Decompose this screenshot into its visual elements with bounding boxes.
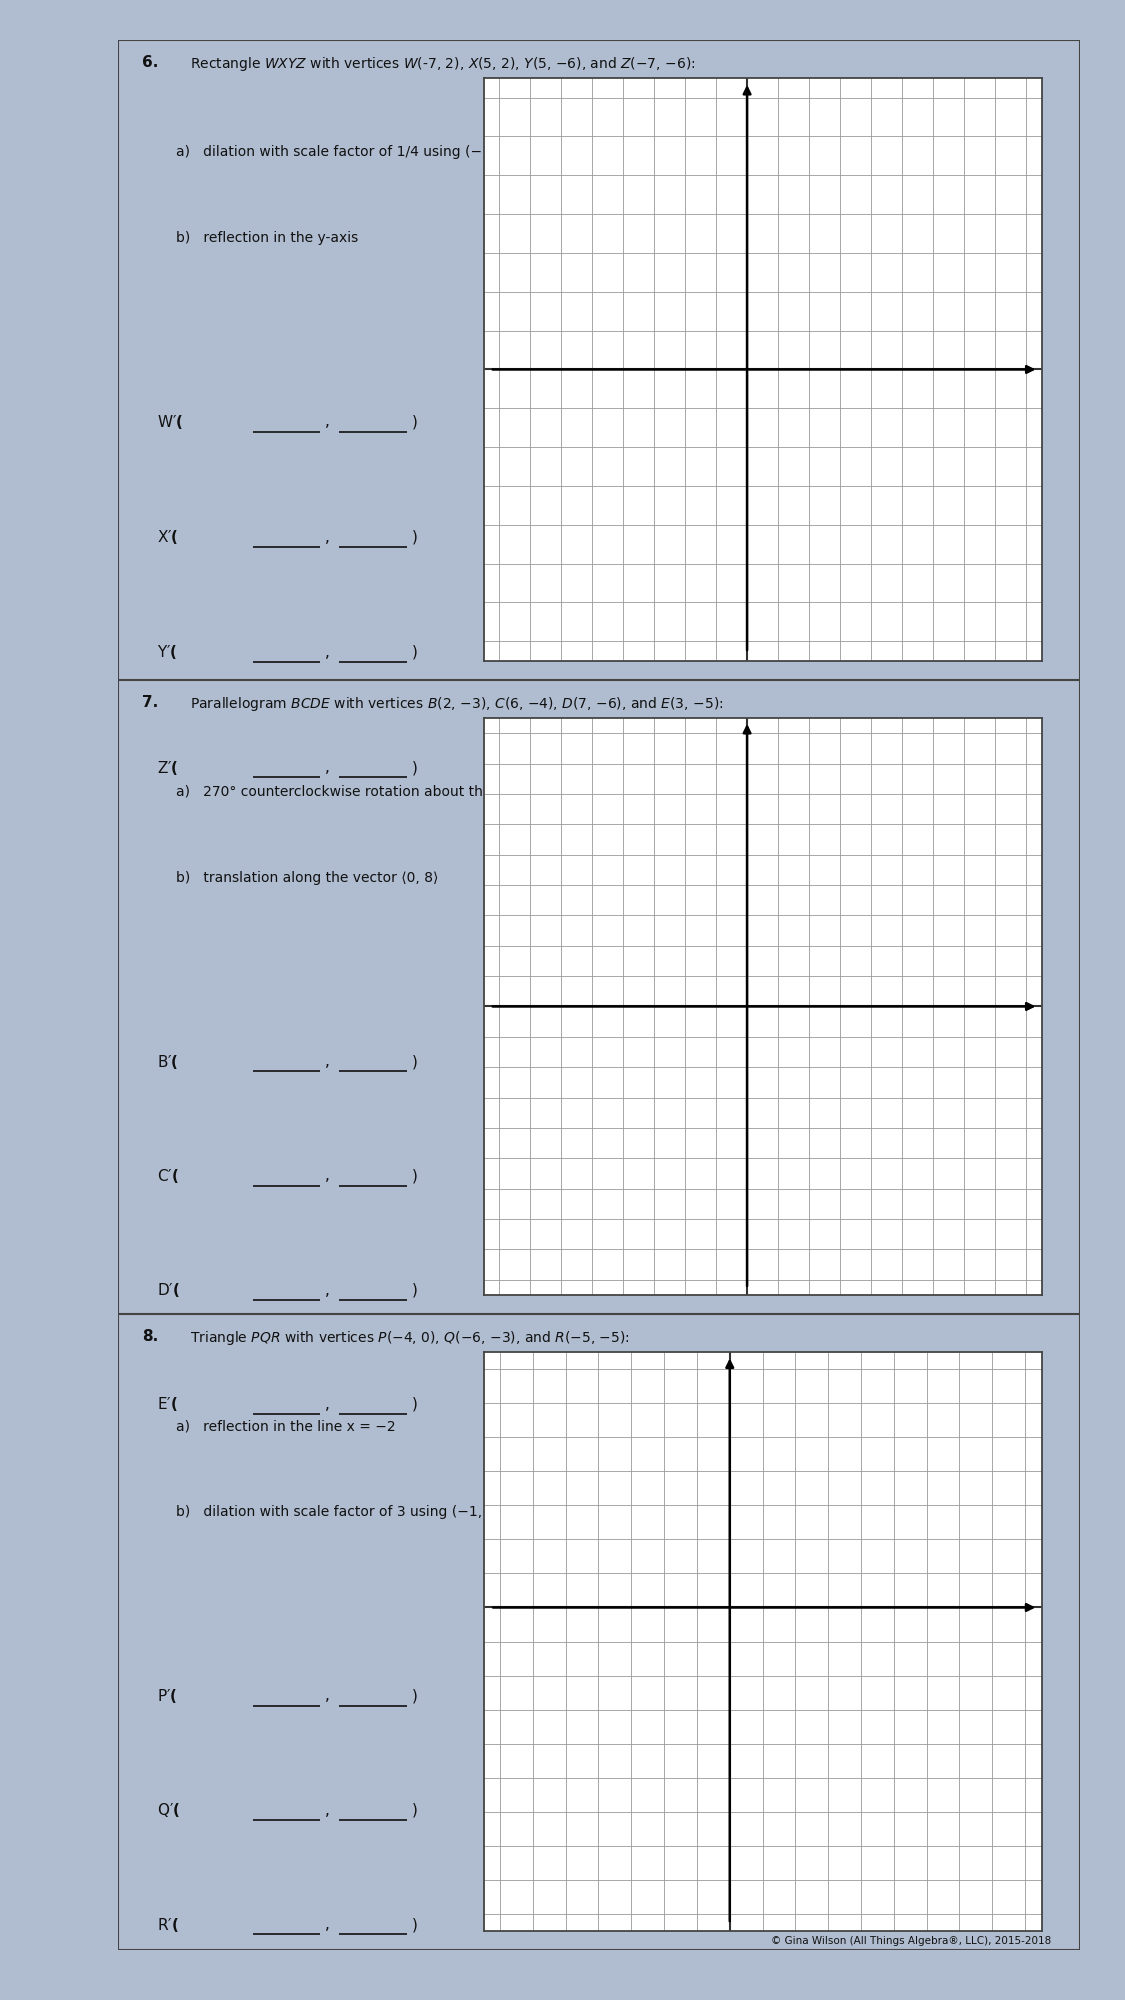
Text: P′$\mathbf{(}$: P′$\mathbf{(}$ [156, 1686, 177, 1704]
Text: D′$\mathbf{(}$: D′$\mathbf{(}$ [156, 1282, 180, 1300]
Text: ): ) [412, 760, 417, 776]
Text: Y′$\mathbf{(}$: Y′$\mathbf{(}$ [156, 644, 177, 662]
Text: X′$\mathbf{(}$: X′$\mathbf{(}$ [156, 528, 178, 546]
Text: b)   translation along the vector ⟨0, 8⟩: b) translation along the vector ⟨0, 8⟩ [176, 870, 439, 884]
Text: Q′$\mathbf{(}$: Q′$\mathbf{(}$ [156, 1802, 180, 1820]
Text: W′$\mathbf{(}$: W′$\mathbf{(}$ [156, 414, 182, 432]
Text: ,: , [325, 1054, 330, 1070]
Text: 6.: 6. [142, 56, 159, 70]
Text: a)   reflection in the line x = −2: a) reflection in the line x = −2 [176, 1420, 396, 1434]
Text: ,: , [325, 1802, 330, 1818]
Text: R′$\mathbf{(}$: R′$\mathbf{(}$ [156, 1916, 179, 1934]
Text: C′$\mathbf{(}$: C′$\mathbf{(}$ [156, 1166, 179, 1184]
Text: ,: , [325, 644, 330, 660]
Text: a)   dilation with scale factor of 1/4 using (−7, 6) as the center: a) dilation with scale factor of 1/4 usi… [176, 146, 610, 160]
Text: ,: , [325, 1282, 330, 1298]
Text: ,: , [325, 760, 330, 776]
Text: 7.: 7. [142, 696, 159, 710]
Text: a)   270° counterclockwise rotation about the point (1, −2): a) 270° counterclockwise rotation about … [176, 784, 584, 798]
Text: ,: , [325, 1918, 330, 1932]
Text: ,: , [325, 1168, 330, 1184]
Text: Rectangle $\mathit{WXYZ}$ with vertices $\mathit{W}$(-7, 2), $\mathit{X}$(5, 2),: Rectangle $\mathit{WXYZ}$ with vertices … [190, 56, 695, 74]
Text: ): ) [412, 1054, 417, 1070]
Text: Triangle $\mathit{PQR}$ with vertices $\mathit{P}$(−4, 0), $\mathit{Q}$(−6, −3),: Triangle $\mathit{PQR}$ with vertices $\… [190, 1330, 630, 1348]
Text: © Gina Wilson (All Things Algebra®, LLC), 2015-2018: © Gina Wilson (All Things Algebra®, LLC)… [771, 1936, 1051, 1946]
Text: ): ) [412, 1802, 417, 1818]
Text: 8.: 8. [142, 1330, 159, 1344]
Text: ): ) [412, 1396, 417, 1412]
Text: ): ) [412, 414, 417, 430]
Text: E′$\mathbf{(}$: E′$\mathbf{(}$ [156, 1396, 178, 1414]
Text: ): ) [412, 644, 417, 660]
Text: b)   dilation with scale factor of 3 using (−1, −4) as the center: b) dilation with scale factor of 3 using… [176, 1504, 609, 1518]
Text: ): ) [412, 1168, 417, 1184]
Text: b)   reflection in the y-axis: b) reflection in the y-axis [176, 230, 358, 244]
Text: ,: , [325, 530, 330, 544]
Text: ,: , [325, 1396, 330, 1412]
Text: ): ) [412, 1282, 417, 1298]
Text: Parallelogram $\mathit{BCDE}$ with vertices $\mathit{B}$(2, −3), $\mathit{C}$(6,: Parallelogram $\mathit{BCDE}$ with verti… [190, 696, 723, 714]
Text: ): ) [412, 1688, 417, 1704]
Text: Z′$\mathbf{(}$: Z′$\mathbf{(}$ [156, 758, 178, 776]
Text: ,: , [325, 1688, 330, 1704]
Text: ,: , [325, 414, 330, 430]
Text: B′$\mathbf{(}$: B′$\mathbf{(}$ [156, 1052, 178, 1070]
Text: ): ) [412, 530, 417, 544]
Text: ): ) [412, 1918, 417, 1932]
